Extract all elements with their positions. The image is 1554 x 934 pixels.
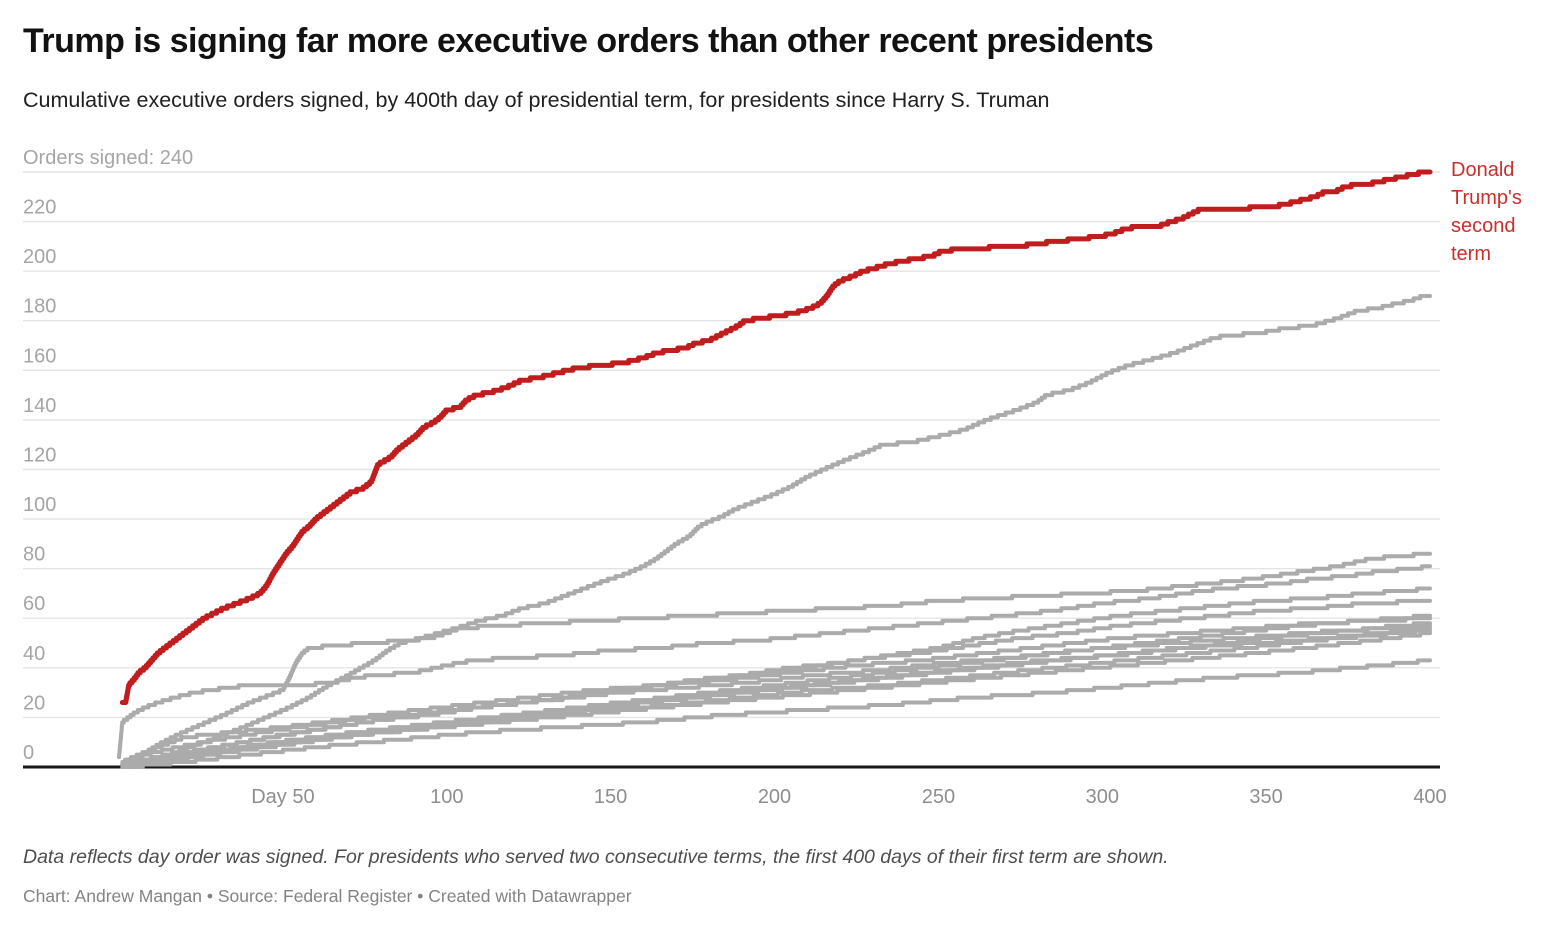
series-line-other-president-07 <box>120 616 1432 764</box>
x-tick-label: 350 <box>1249 786 1282 808</box>
series-line-other-president-03 <box>117 564 1432 760</box>
y-tick-label: 140 <box>23 395 56 417</box>
highlight-series-label: Donald Trump's second term <box>1451 159 1522 265</box>
x-tick-label: 150 <box>594 786 627 808</box>
page-subtitle: Cumulative executive orders signed, by 4… <box>23 88 1050 112</box>
page-title: Trump is signing far more executive orde… <box>23 22 1154 60</box>
y-tick-label: 160 <box>23 345 56 367</box>
y-tick-label: 20 <box>23 692 45 714</box>
y-tick-label: 100 <box>23 494 56 516</box>
series-line-other-president-10 <box>130 626 1432 769</box>
series-line-other-president-13 <box>126 658 1432 769</box>
y-tick-label: 80 <box>23 544 45 566</box>
series-line-other-president-01 <box>120 294 1432 767</box>
footnote: Data reflects day order was signed. For … <box>23 846 1169 868</box>
series-line-other-president-12 <box>120 631 1432 769</box>
y-tick-label: 0 <box>23 742 34 764</box>
x-tick-label: 100 <box>430 786 463 808</box>
y-tick-label: 200 <box>23 246 56 268</box>
byline-credits: Chart: Andrew Mangan • Source: Federal R… <box>23 886 632 906</box>
y-tick-label: 40 <box>23 643 45 665</box>
x-tick-label: 250 <box>922 786 955 808</box>
y-tick-label: 60 <box>23 593 45 615</box>
y-axis-top-label: Orders signed: 240 <box>23 147 193 169</box>
x-tick-label: 300 <box>1086 786 1119 808</box>
x-tick-label: 200 <box>758 786 791 808</box>
series-layer <box>117 169 1433 769</box>
y-tick-label: 180 <box>23 296 56 318</box>
x-tick-label: 400 <box>1413 786 1446 808</box>
series-line-other-president-02 <box>120 551 1432 767</box>
series-line-trump-second-term <box>119 169 1433 705</box>
y-tick-label: 120 <box>23 445 56 467</box>
x-tick-label: Day 50 <box>251 786 314 808</box>
y-tick-label: 220 <box>23 197 56 219</box>
